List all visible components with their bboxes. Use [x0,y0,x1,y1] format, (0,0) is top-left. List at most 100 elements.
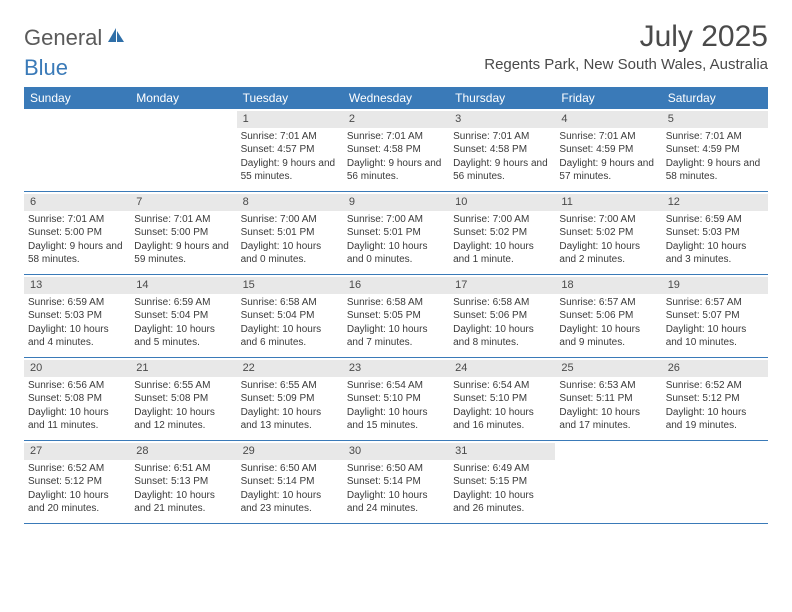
location-label: Regents Park, New South Wales, Australia [484,56,768,73]
day-cell: 6Sunrise: 7:01 AMSunset: 5:00 PMDaylight… [24,192,130,274]
day-cell: 13Sunrise: 6:59 AMSunset: 5:03 PMDayligh… [24,275,130,357]
daylight-text: Daylight: 10 hours and 6 minutes. [241,323,339,350]
day-cell: 1Sunrise: 7:01 AMSunset: 4:57 PMDaylight… [237,109,343,191]
sunset-text: Sunset: 5:00 PM [134,226,232,240]
day-header-cell: Saturday [662,87,768,109]
sunrise-text: Sunrise: 7:00 AM [241,213,339,227]
daylight-text: Daylight: 10 hours and 3 minutes. [666,240,764,267]
day-number: 12 [662,194,768,211]
day-cell: 7Sunrise: 7:01 AMSunset: 5:00 PMDaylight… [130,192,236,274]
day-cell: 18Sunrise: 6:57 AMSunset: 5:06 PMDayligh… [555,275,661,357]
day-cell: 5Sunrise: 7:01 AMSunset: 4:59 PMDaylight… [662,109,768,191]
month-title: July 2025 [484,20,768,54]
day-header-cell: Tuesday [237,87,343,109]
daylight-text: Daylight: 10 hours and 16 minutes. [453,406,551,433]
daylight-text: Daylight: 10 hours and 7 minutes. [347,323,445,350]
sunset-text: Sunset: 5:08 PM [28,392,126,406]
sunset-text: Sunset: 5:02 PM [453,226,551,240]
sunset-text: Sunset: 5:11 PM [559,392,657,406]
day-number: 3 [449,111,555,128]
daylight-text: Daylight: 9 hours and 58 minutes. [28,240,126,267]
day-cell: 30Sunrise: 6:50 AMSunset: 5:14 PMDayligh… [343,441,449,523]
sunrise-text: Sunrise: 6:58 AM [453,296,551,310]
sunset-text: Sunset: 5:14 PM [241,475,339,489]
day-number: 31 [449,443,555,460]
day-number: 23 [343,360,449,377]
day-cell: 24Sunrise: 6:54 AMSunset: 5:10 PMDayligh… [449,358,555,440]
sunrise-text: Sunrise: 7:01 AM [347,130,445,144]
day-cell: 31Sunrise: 6:49 AMSunset: 5:15 PMDayligh… [449,441,555,523]
week-row: 20Sunrise: 6:56 AMSunset: 5:08 PMDayligh… [24,358,768,441]
weeks-container: 1Sunrise: 7:01 AMSunset: 4:57 PMDaylight… [24,109,768,524]
sunrise-text: Sunrise: 6:51 AM [134,462,232,476]
sunset-text: Sunset: 5:01 PM [241,226,339,240]
day-cell: 3Sunrise: 7:01 AMSunset: 4:58 PMDaylight… [449,109,555,191]
day-cell: 8 Sunrise: 7:00 AMSunset: 5:01 PMDaylight… [237,192,343,274]
sunset-text: Sunset: 4:58 PM [453,143,551,157]
day-number: 16 [343,277,449,294]
day-header-cell: Friday [555,87,661,109]
sunrise-text: Sunrise: 6:59 AM [134,296,232,310]
day-number: 22 [237,360,343,377]
day-cell: 9Sunrise: 7:00 AMSunset: 5:01 PMDaylight… [343,192,449,274]
daylight-text: Daylight: 9 hours and 55 minutes. [241,157,339,184]
day-number: 18 [555,277,661,294]
day-header-cell: Wednesday [343,87,449,109]
day-header-row: SundayMondayTuesdayWednesdayThursdayFrid… [24,87,768,109]
sunset-text: Sunset: 5:01 PM [347,226,445,240]
daylight-text: Daylight: 10 hours and 0 minutes. [241,240,339,267]
day-number: 2 [343,111,449,128]
day-number: 25 [555,360,661,377]
sunrise-text: Sunrise: 6:52 AM [28,462,126,476]
sunrise-text: Sunrise: 6:50 AM [241,462,339,476]
day-number: 1 [237,111,343,128]
sunrise-text: Sunrise: 6:58 AM [241,296,339,310]
daylight-text: Daylight: 10 hours and 1 minute. [453,240,551,267]
sunset-text: Sunset: 5:06 PM [453,309,551,323]
day-number: 5 [662,111,768,128]
sunrise-text: Sunrise: 6:54 AM [347,379,445,393]
day-cell: 4Sunrise: 7:01 AMSunset: 4:59 PMDaylight… [555,109,661,191]
title-block: July 2025 Regents Park, New South Wales,… [484,20,768,73]
day-number: 9 [343,194,449,211]
sunset-text: Sunset: 5:12 PM [28,475,126,489]
daylight-text: Daylight: 10 hours and 10 minutes. [666,323,764,350]
day-number: 8 [237,194,343,211]
sunrise-text: Sunrise: 7:00 AM [559,213,657,227]
sunrise-text: Sunrise: 6:59 AM [28,296,126,310]
day-number: 15 [237,277,343,294]
sunrise-text: Sunrise: 7:01 AM [559,130,657,144]
week-row: 1Sunrise: 7:01 AMSunset: 4:57 PMDaylight… [24,109,768,192]
day-cell: 20Sunrise: 6:56 AMSunset: 5:08 PMDayligh… [24,358,130,440]
day-header-cell: Monday [130,87,236,109]
day-number: 4 [555,111,661,128]
sunset-text: Sunset: 4:57 PM [241,143,339,157]
day-number: 21 [130,360,236,377]
daylight-text: Daylight: 9 hours and 56 minutes. [347,157,445,184]
daylight-text: Daylight: 10 hours and 0 minutes. [347,240,445,267]
day-cell: 25Sunrise: 6:53 AMSunset: 5:11 PMDayligh… [555,358,661,440]
sunset-text: Sunset: 5:07 PM [666,309,764,323]
sunset-text: Sunset: 5:06 PM [559,309,657,323]
daylight-text: Daylight: 10 hours and 4 minutes. [28,323,126,350]
daylight-text: Daylight: 10 hours and 26 minutes. [453,489,551,516]
day-cell: 2Sunrise: 7:01 AMSunset: 4:58 PMDaylight… [343,109,449,191]
daylight-text: Daylight: 10 hours and 5 minutes. [134,323,232,350]
brand-text-2: Blue [24,57,68,79]
sunset-text: Sunset: 5:04 PM [134,309,232,323]
day-cell: 22Sunrise: 6:55 AMSunset: 5:09 PMDayligh… [237,358,343,440]
daylight-text: Daylight: 10 hours and 21 minutes. [134,489,232,516]
day-cell: 27Sunrise: 6:52 AMSunset: 5:12 PMDayligh… [24,441,130,523]
sunrise-text: Sunrise: 7:01 AM [134,213,232,227]
day-cell: 11Sunrise: 7:00 AMSunset: 5:02 PMDayligh… [555,192,661,274]
sunset-text: Sunset: 5:04 PM [241,309,339,323]
daylight-text: Daylight: 10 hours and 11 minutes. [28,406,126,433]
day-cell: 15 Sunrise: 6:58 AMSunset: 5:04 PMDayligh… [237,275,343,357]
sunset-text: Sunset: 5:03 PM [28,309,126,323]
daylight-text: Daylight: 10 hours and 24 minutes. [347,489,445,516]
sunset-text: Sunset: 5:03 PM [666,226,764,240]
day-cell: 12Sunrise: 6:59 AMSunset: 5:03 PMDayligh… [662,192,768,274]
week-row: 13Sunrise: 6:59 AMSunset: 5:03 PMDayligh… [24,275,768,358]
sunset-text: Sunset: 5:13 PM [134,475,232,489]
week-row: 27Sunrise: 6:52 AMSunset: 5:12 PMDayligh… [24,441,768,524]
